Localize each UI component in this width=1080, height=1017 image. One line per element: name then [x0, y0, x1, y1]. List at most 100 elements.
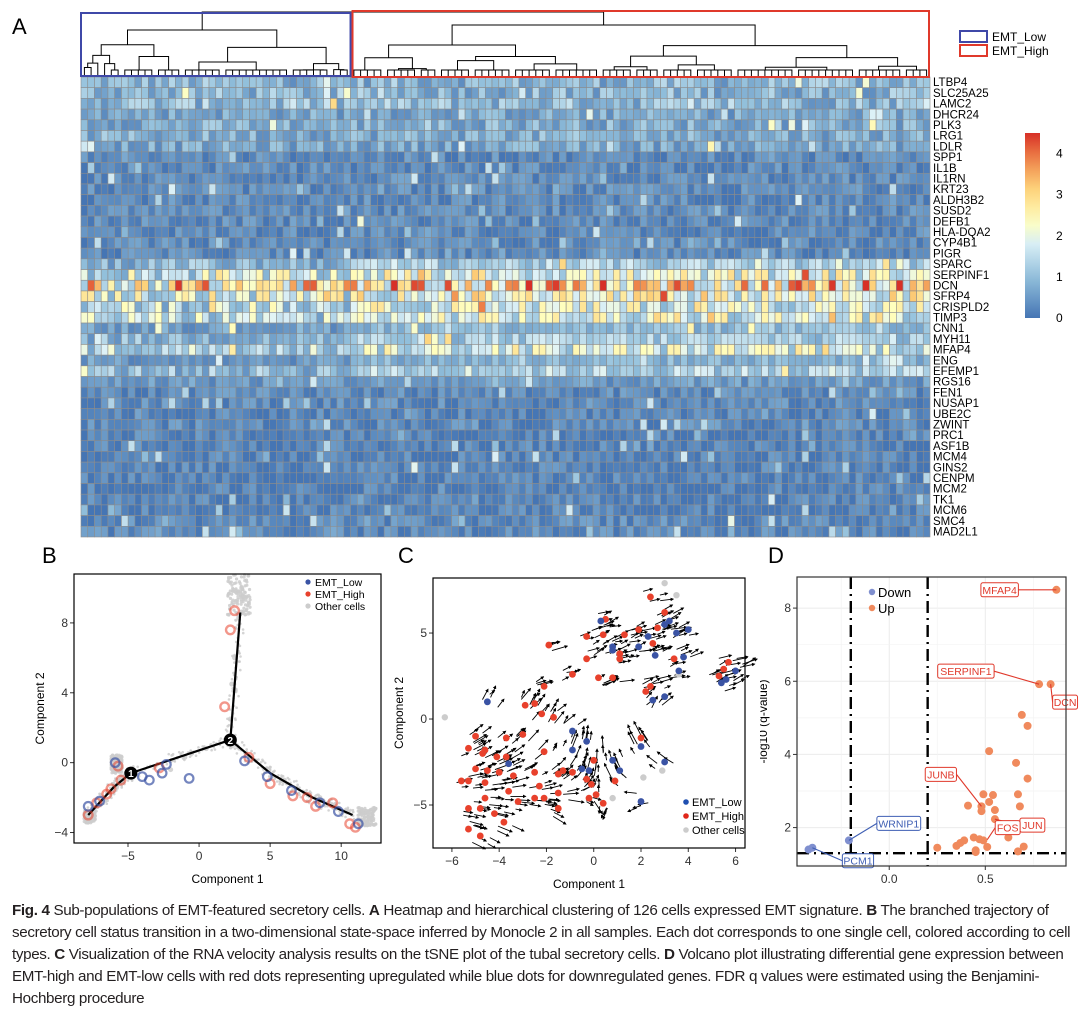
heatmap-cell — [282, 162, 291, 174]
heatmap-cell — [855, 483, 863, 495]
heatmap-cell — [626, 140, 634, 153]
heatmap-cell — [235, 419, 244, 431]
heatmap-cell — [235, 451, 244, 463]
heatmap-cell — [714, 98, 722, 110]
heatmap-cell — [848, 172, 857, 185]
heatmap-cell — [417, 151, 425, 163]
heatmap-cell — [572, 386, 580, 399]
heatmap-cell — [741, 108, 749, 121]
heatmap-cell — [121, 344, 129, 356]
heatmap-cell — [458, 354, 466, 367]
heatmap-cell — [720, 322, 729, 335]
heatmap-cell — [94, 151, 102, 163]
heatmap-cell — [747, 301, 756, 313]
heatmap-cell — [161, 205, 169, 217]
heatmap-cell — [289, 312, 297, 324]
heatmap-cell — [491, 279, 500, 292]
heatmap-cell — [262, 386, 270, 399]
heatmap-cell — [505, 140, 513, 153]
heatmap-cell — [181, 429, 190, 442]
heatmap-cell — [511, 226, 520, 238]
heatmap-cell — [714, 130, 722, 142]
heatmap-cell — [532, 119, 540, 131]
heatmap-cell — [720, 376, 729, 388]
heatmap-cell — [289, 108, 297, 121]
heatmap-cell — [613, 365, 621, 377]
heatmap-cell — [774, 408, 783, 420]
heatmap-cell — [747, 98, 756, 110]
heatmap-cell — [114, 440, 122, 452]
heatmap-cell — [134, 98, 142, 110]
heatmap-cell — [484, 172, 493, 185]
heatmap-cell — [747, 386, 756, 399]
heatmap-cell — [437, 247, 446, 260]
heatmap-cell — [767, 461, 776, 474]
heatmap-cell — [902, 386, 911, 399]
heatmap-cell — [350, 312, 358, 324]
heatmap-cell — [734, 119, 742, 131]
heatmap-cell — [673, 408, 681, 420]
heatmap-cell — [862, 301, 870, 313]
heatmap-cell — [613, 408, 621, 420]
heatmap-cell — [107, 151, 115, 163]
heatmap-cell — [181, 237, 190, 249]
heatmap-cell — [815, 226, 823, 238]
heatmap-cell — [896, 333, 904, 345]
heatmap-cell — [821, 76, 830, 88]
heatmap-cell — [842, 483, 850, 495]
heatmap-cell — [484, 162, 493, 174]
heatmap-cell — [262, 493, 270, 506]
heatmap-cell — [619, 119, 628, 131]
heatmap-cell — [404, 322, 412, 335]
heatmap-cell — [491, 151, 500, 163]
heatmap-cell — [471, 215, 479, 228]
heatmap-cell — [269, 279, 277, 292]
heatmap-cell — [114, 461, 122, 474]
heatmap-cell — [228, 440, 237, 452]
heatmap-cell — [498, 162, 506, 174]
heatmap-cell — [902, 183, 911, 195]
heatmap-cell — [619, 279, 628, 292]
heatmap-cell — [842, 247, 850, 260]
heatmap-cell — [94, 429, 102, 442]
heatmap-cell — [458, 247, 466, 260]
heatmap-cell — [471, 354, 479, 367]
heatmap-cell — [168, 237, 176, 249]
heatmap-cell — [639, 376, 648, 388]
heatmap-cell — [747, 312, 756, 324]
heatmap-cell — [228, 226, 237, 238]
heatmap-cell — [599, 205, 607, 217]
heatmap-cell — [397, 301, 405, 313]
heatmap-cell — [94, 130, 102, 142]
heatmap-cell — [680, 269, 688, 281]
heatmap-cell — [336, 269, 345, 281]
heatmap-cell — [141, 397, 149, 409]
heatmap-cell — [754, 397, 762, 409]
heatmap-cell — [491, 87, 500, 99]
heatmap-cell — [680, 119, 688, 131]
heatmap-cell — [484, 290, 493, 302]
heatmap-cell — [444, 322, 452, 335]
heatmap-cell — [390, 205, 398, 217]
heatmap-cell — [100, 119, 109, 131]
heatmap-cell — [788, 451, 796, 463]
heatmap-cell — [94, 493, 102, 506]
heatmap-cell — [626, 108, 634, 121]
heatmap-cell — [761, 440, 769, 452]
heatmap-cell — [195, 269, 203, 281]
heatmap-cell — [727, 151, 735, 163]
heatmap-cell — [316, 226, 324, 238]
heatmap-cell — [228, 472, 237, 484]
heatmap-cell — [471, 451, 479, 463]
heatmap-cell — [727, 269, 735, 281]
heatmap-cell — [747, 483, 756, 495]
heatmap-cell — [545, 194, 553, 206]
heatmap-cell — [869, 483, 877, 495]
heatmap-cell — [464, 87, 473, 99]
heatmap-cell — [842, 87, 850, 99]
heatmap-cell — [168, 376, 176, 388]
heatmap-cell — [592, 344, 601, 356]
heatmap-cell — [107, 226, 115, 238]
heatmap-cell — [579, 140, 587, 153]
heatmap-cell — [889, 130, 897, 142]
